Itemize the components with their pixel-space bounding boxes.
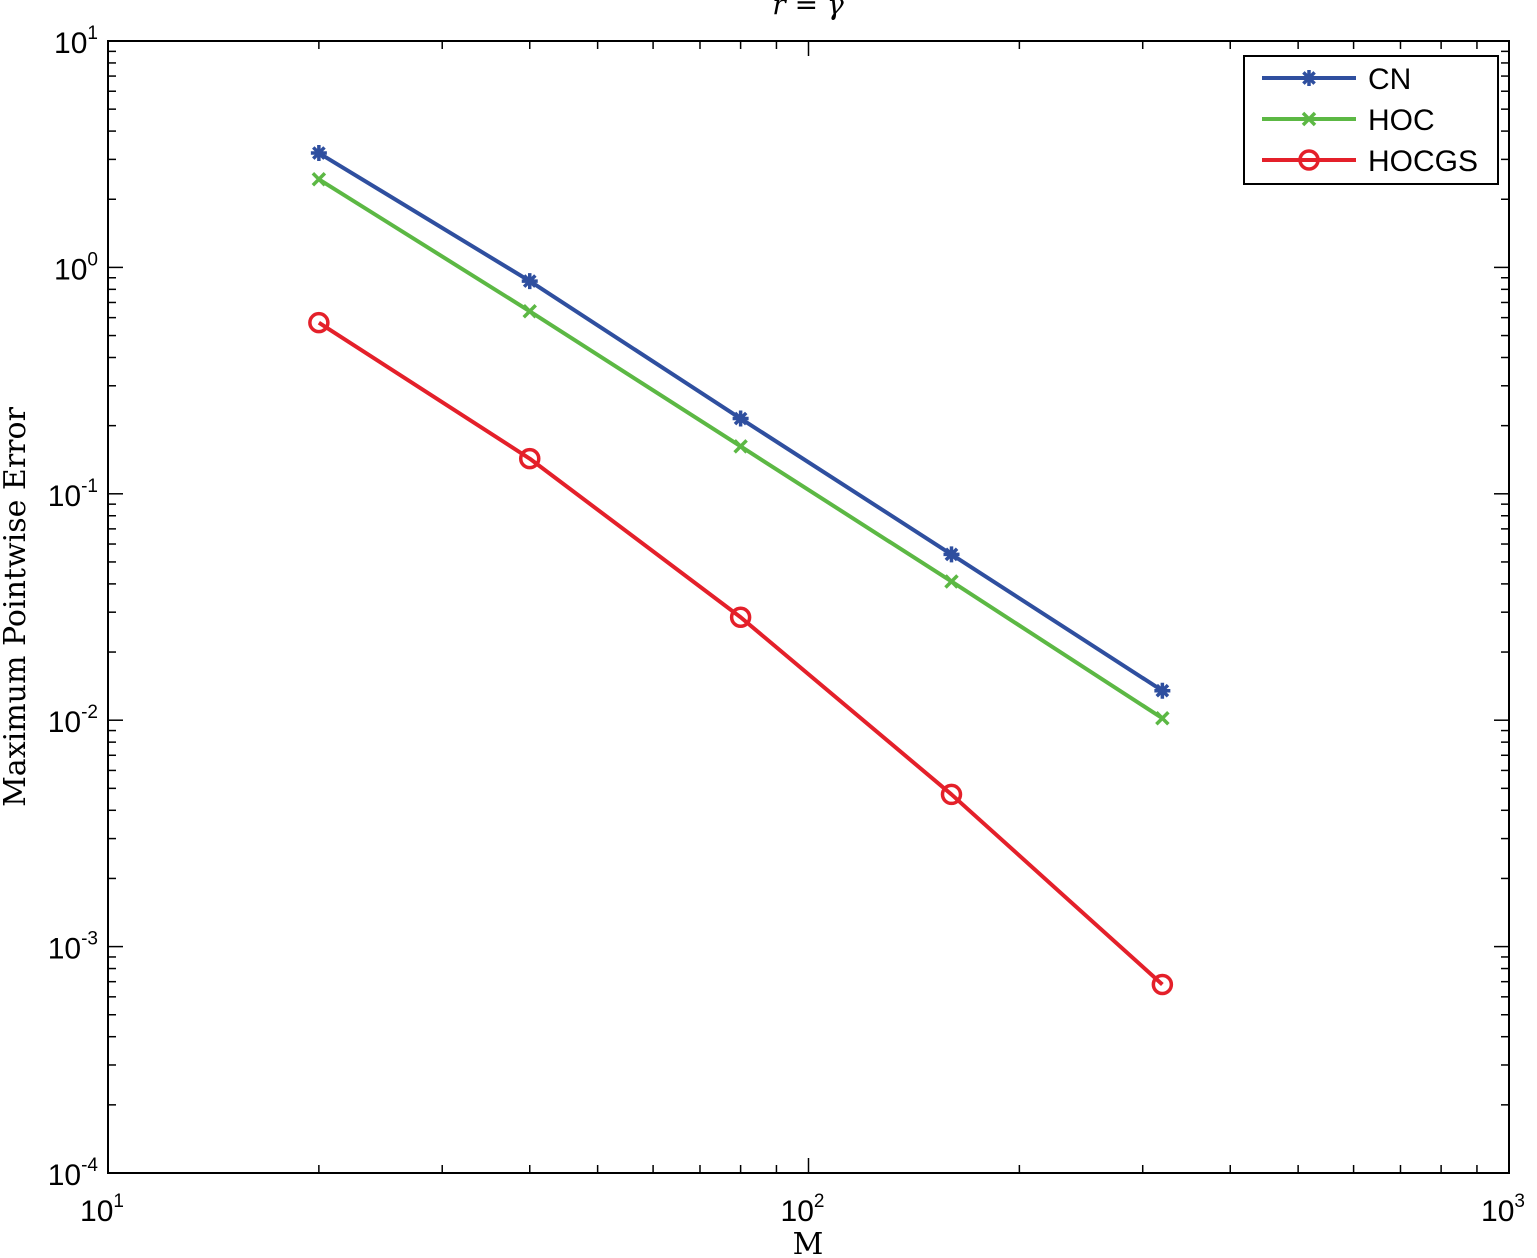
series-line-hocgs xyxy=(317,320,1164,987)
legend-entry-hocgs: HOCGS xyxy=(1262,145,1478,178)
y-axis-title: Maximum Pointwise Error xyxy=(0,406,33,806)
legend-label: CN xyxy=(1368,63,1411,96)
x-tick-label: 103 xyxy=(1481,1191,1525,1228)
x-tick-label: 101 xyxy=(80,1191,124,1228)
point-asterisk-marker xyxy=(521,273,538,290)
point-x-marker xyxy=(522,304,537,319)
point-asterisk-marker xyxy=(1154,682,1171,699)
point-circle-marker xyxy=(940,783,963,806)
legend-label: HOC xyxy=(1368,104,1435,137)
point-asterisk-marker xyxy=(732,410,749,427)
point-circle-marker xyxy=(1298,149,1320,171)
point-x-marker xyxy=(944,574,959,589)
legend-entry-hoc: HOC xyxy=(1262,104,1435,137)
chart-title: r = γ xyxy=(772,0,844,21)
x-tick-label: 102 xyxy=(781,1191,825,1228)
point-circle-marker xyxy=(729,606,752,628)
plot-area xyxy=(107,40,1510,1174)
point-asterisk-marker xyxy=(310,145,327,162)
series-hoc xyxy=(311,172,1170,726)
tick-labels: 101 102 103 10-4 10-3 10-2 10-1 100 101 xyxy=(48,23,1525,1228)
y-tick-label: 10-4 xyxy=(48,1155,99,1192)
legend-label: HOCGS xyxy=(1368,145,1478,178)
y-tick-label: 101 xyxy=(54,23,98,60)
series-layer xyxy=(308,145,1174,996)
point-x-marker xyxy=(733,439,748,454)
legend: CN HOC HOCGS xyxy=(1243,55,1499,185)
y-tick-label: 10-3 xyxy=(48,929,98,966)
major-ticks xyxy=(107,40,1510,1174)
point-asterisk-marker xyxy=(1301,70,1317,86)
point-circle-marker xyxy=(518,447,541,470)
legend-entry-cn: CN xyxy=(1262,63,1411,96)
point-circle-marker xyxy=(308,311,330,334)
y-tick-label: 10-1 xyxy=(48,476,98,513)
point-circle-marker xyxy=(1151,973,1174,996)
x-axis-title: M xyxy=(793,1227,824,1258)
series-cn xyxy=(310,145,1171,699)
series-hocgs xyxy=(308,311,1174,996)
y-tick-label: 100 xyxy=(54,249,98,286)
point-x-marker xyxy=(311,172,327,187)
point-x-marker xyxy=(1301,111,1317,127)
point-x-marker xyxy=(1155,711,1170,726)
y-tick-label: 10-2 xyxy=(48,702,98,739)
minor-ticks xyxy=(108,41,1509,1173)
point-asterisk-marker xyxy=(943,546,960,563)
